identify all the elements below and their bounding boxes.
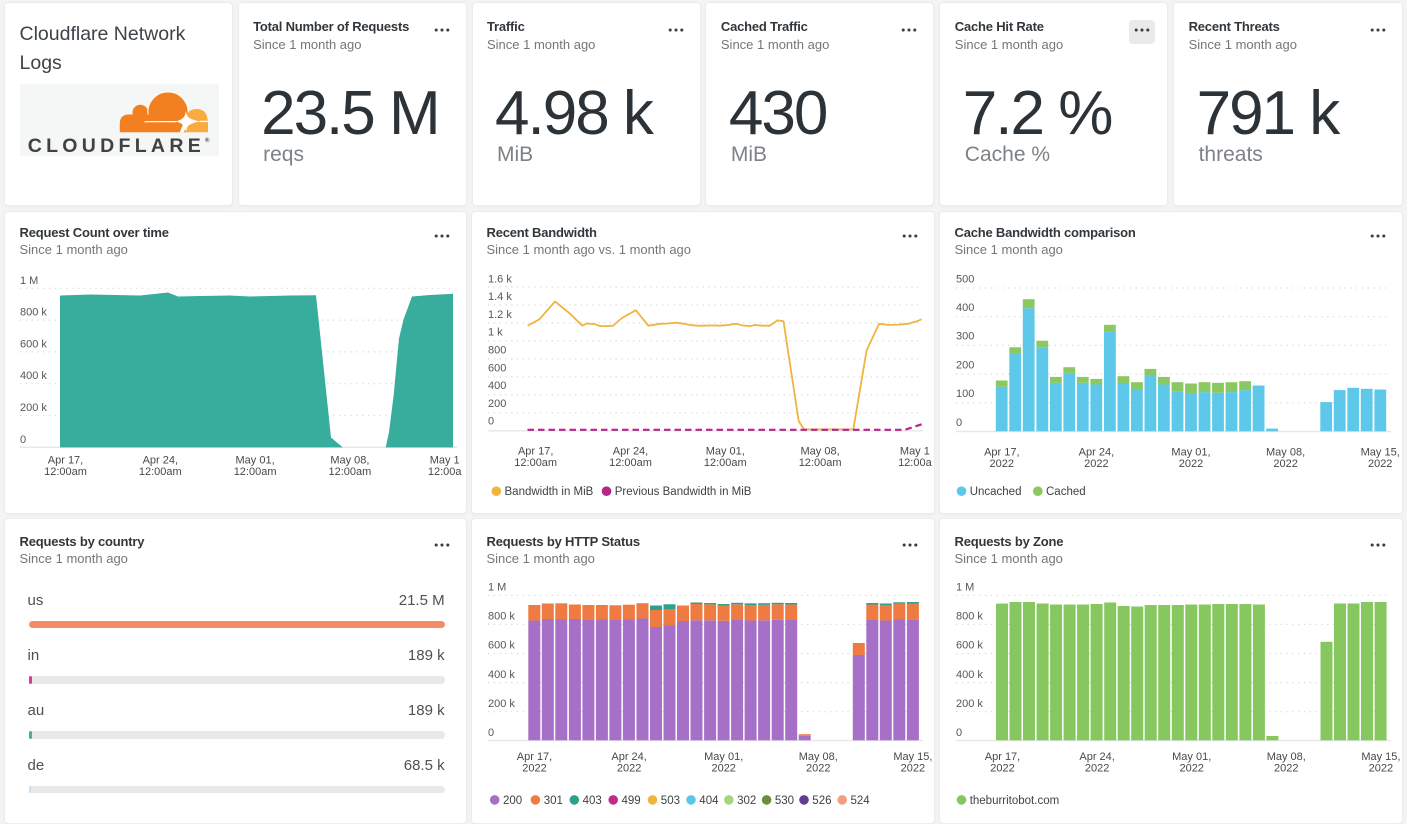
svg-text:2022: 2022 [1179,458,1203,470]
svg-text:600: 600 [488,362,506,374]
svg-text:526: 526 [812,795,831,807]
svg-text:1 M: 1 M [20,275,38,287]
svg-text:0: 0 [488,416,494,428]
svg-text:Uncached: Uncached [970,486,1022,498]
svg-text:800 k: 800 k [488,611,515,623]
svg-text:800 k: 800 k [956,611,983,623]
svg-text:12:00am: 12:00am [609,457,652,469]
svg-text:499: 499 [622,795,641,807]
svg-text:Apr 24,: Apr 24, [611,751,646,763]
svg-text:1 M: 1 M [488,582,506,594]
svg-text:404: 404 [699,795,719,807]
svg-text:May 08,: May 08, [801,445,840,457]
svg-text:503: 503 [661,795,680,807]
svg-text:2022: 2022 [990,762,1014,774]
svg-text:12:00am: 12:00am [139,466,182,478]
svg-text:1.6 k: 1.6 k [488,273,512,285]
svg-text:May 15,: May 15, [1361,751,1400,763]
svg-text:524: 524 [851,795,871,807]
svg-text:2022: 2022 [522,762,546,774]
svg-text:Apr 24,: Apr 24, [143,455,178,467]
svg-text:1 M: 1 M [956,582,974,594]
svg-text:600 k: 600 k [956,640,983,652]
svg-text:Apr 17,: Apr 17, [517,751,552,763]
svg-text:2022: 2022 [1085,762,1109,774]
svg-text:200 k: 200 k [20,402,47,414]
svg-text:May 01,: May 01, [236,455,275,467]
svg-text:400: 400 [488,380,506,392]
svg-text:Apr 17,: Apr 17, [48,455,83,467]
svg-text:0: 0 [956,727,962,739]
svg-text:Apr 17,: Apr 17, [518,445,553,457]
svg-text:1 k: 1 k [488,327,503,339]
svg-text:May 01,: May 01, [704,751,743,763]
svg-text:800 k: 800 k [20,307,47,319]
svg-text:1.4 k: 1.4 k [488,291,512,303]
svg-text:12:00am: 12:00am [704,457,747,469]
svg-text:2022: 2022 [711,762,735,774]
svg-text:300: 300 [956,331,974,343]
svg-text:12:00am: 12:00am [44,466,87,478]
svg-text:1.2 k: 1.2 k [488,309,512,321]
svg-text:800: 800 [488,345,506,357]
svg-text:May 01,: May 01, [706,445,745,457]
svg-text:May 08,: May 08, [1266,447,1305,459]
svg-text:2022: 2022 [901,762,925,774]
svg-text:May 15,: May 15, [893,751,932,763]
svg-text:12:00am: 12:00am [799,457,842,469]
svg-text:May 08,: May 08, [799,751,838,763]
svg-text:530: 530 [775,795,794,807]
svg-text:400 k: 400 k [488,669,515,681]
svg-text:Apr 24,: Apr 24, [1079,447,1114,459]
svg-text:0: 0 [488,727,494,739]
svg-text:12:00a: 12:00a [428,466,463,478]
svg-text:2022: 2022 [806,762,830,774]
svg-text:302: 302 [737,795,756,807]
svg-text:100: 100 [956,388,974,400]
svg-text:2022: 2022 [1179,762,1203,774]
svg-text:2022: 2022 [1273,458,1297,470]
svg-text:theburritobot.com: theburritobot.com [970,795,1059,807]
svg-text:Previous Bandwidth in MiB: Previous Bandwidth in MiB [615,486,752,498]
svg-text:12:00am: 12:00am [514,457,557,469]
svg-text:May 15,: May 15, [1361,447,1400,459]
svg-text:400 k: 400 k [20,370,47,382]
svg-text:May 1: May 1 [900,445,930,457]
svg-text:200: 200 [956,359,974,371]
svg-text:May 08,: May 08, [330,455,369,467]
svg-text:Apr 24,: Apr 24, [613,445,648,457]
svg-text:Apr 17,: Apr 17, [985,751,1020,763]
svg-text:200: 200 [488,398,506,410]
svg-text:403: 403 [583,795,602,807]
svg-text:600 k: 600 k [488,640,515,652]
svg-text:200: 200 [503,795,522,807]
svg-text:Apr 17,: Apr 17, [984,447,1019,459]
svg-text:12:00am: 12:00am [234,466,277,478]
svg-text:May 01,: May 01, [1172,751,1211,763]
svg-text:2022: 2022 [990,458,1014,470]
svg-text:200 k: 200 k [488,698,515,710]
svg-text:400: 400 [956,302,974,314]
svg-text:Cached: Cached [1046,486,1086,498]
svg-text:May 08,: May 08, [1267,751,1306,763]
svg-text:May 01,: May 01, [1171,447,1210,459]
svg-text:2022: 2022 [617,762,641,774]
svg-text:301: 301 [544,795,563,807]
svg-text:2022: 2022 [1369,762,1393,774]
svg-text:2022: 2022 [1084,458,1108,470]
svg-text:12:00am: 12:00am [328,466,371,478]
svg-text:12:00a: 12:00a [898,457,933,469]
svg-text:2022: 2022 [1368,458,1392,470]
svg-text:May 1: May 1 [430,455,460,467]
svg-text:200 k: 200 k [956,698,983,710]
svg-text:Bandwidth in MiB: Bandwidth in MiB [505,486,594,498]
svg-text:0: 0 [20,434,26,446]
svg-text:0: 0 [956,417,962,429]
svg-text:500: 500 [956,273,974,285]
svg-text:600 k: 600 k [20,338,47,350]
svg-text:400 k: 400 k [956,669,983,681]
svg-text:Apr 24,: Apr 24, [1079,751,1114,763]
svg-text:2022: 2022 [1274,762,1298,774]
